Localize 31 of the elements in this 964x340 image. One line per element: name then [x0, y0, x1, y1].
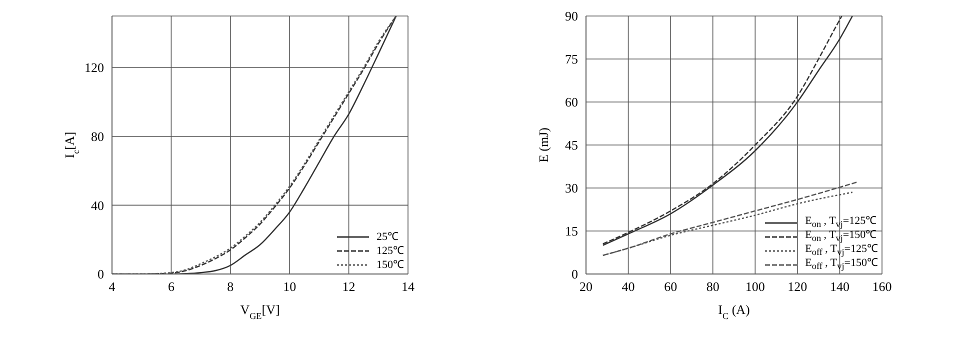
x-tick-label: 100: [745, 279, 765, 294]
legend-label: 125℃: [376, 244, 404, 258]
y-tick-label: 60: [565, 94, 578, 110]
x-tick-label: 10: [283, 279, 296, 294]
y-tick-label: 90: [565, 8, 578, 24]
y-tick-label: 75: [565, 52, 578, 67]
x-axis-title: I$_{C}$ (A): [718, 302, 750, 321]
x-tick-label: 4: [108, 279, 116, 294]
x-tick-label: 160: [872, 279, 892, 294]
x-axis-title: V$_{GE}$[V]: [240, 302, 280, 321]
x-tick-label: 60: [664, 279, 678, 294]
y-axis-title: E (mJ): [536, 127, 551, 163]
x-tick-label: 8: [227, 279, 234, 294]
y-tick-label: 30: [565, 180, 578, 196]
y-tick-label: 80: [91, 129, 104, 144]
x-tick-label: 40: [622, 279, 635, 294]
y-tick-label: 40: [91, 198, 104, 213]
y-tick-label: 0: [98, 266, 104, 282]
y-tick-label: 120: [84, 60, 104, 76]
x-tick-label: 20: [580, 279, 592, 294]
x-tick-label: 6: [168, 279, 175, 294]
x-tick-label: 120: [788, 279, 808, 294]
y-tick-label: 0: [572, 266, 578, 282]
y-tick-label: 45: [565, 138, 578, 153]
x-tick-label: 14: [402, 279, 415, 294]
y-tick-label: 15: [565, 224, 578, 239]
x-tick-label: 12: [342, 279, 356, 294]
legend-label: 25℃: [376, 230, 398, 244]
x-tick-label: 140: [830, 279, 850, 294]
x-tick-label: 80: [706, 279, 720, 294]
legend-label: 150℃: [376, 258, 404, 272]
